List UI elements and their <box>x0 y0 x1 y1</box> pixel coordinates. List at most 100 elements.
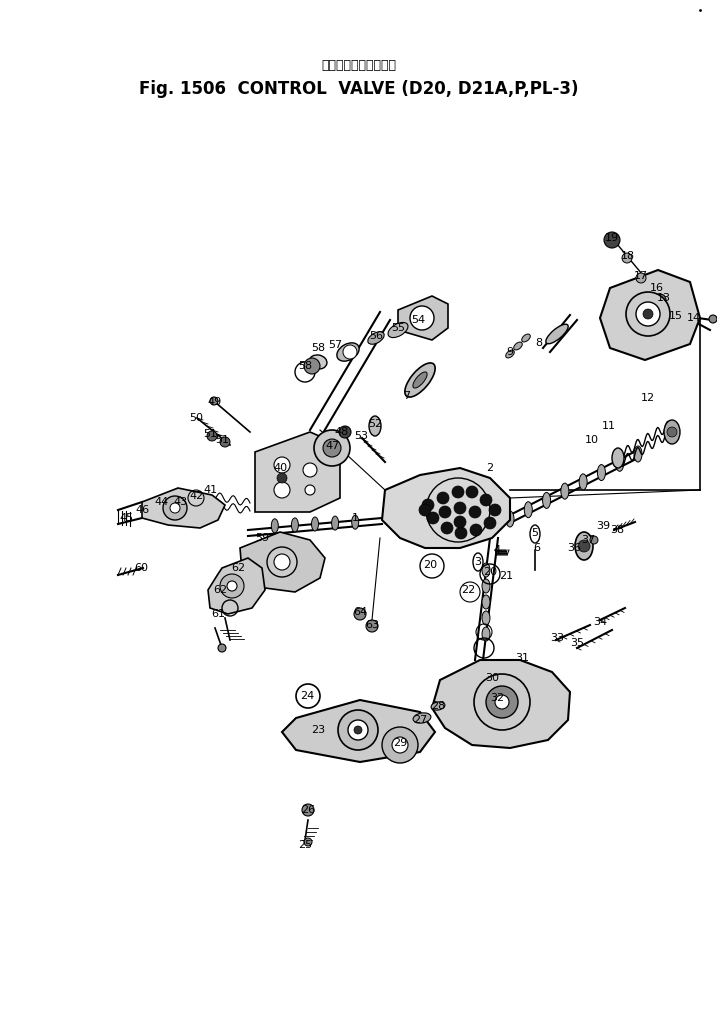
Circle shape <box>454 502 466 514</box>
Ellipse shape <box>506 511 514 527</box>
Polygon shape <box>398 296 448 340</box>
Circle shape <box>277 473 287 483</box>
Circle shape <box>474 674 530 730</box>
Text: 28: 28 <box>431 701 445 710</box>
Text: 26: 26 <box>301 805 315 815</box>
Circle shape <box>486 686 518 718</box>
Circle shape <box>304 358 320 374</box>
Text: 3: 3 <box>475 557 482 567</box>
Circle shape <box>480 494 492 506</box>
Circle shape <box>622 253 632 263</box>
Circle shape <box>274 457 290 473</box>
Ellipse shape <box>309 355 327 369</box>
Text: 40: 40 <box>273 463 287 473</box>
Polygon shape <box>255 432 340 512</box>
Text: 53: 53 <box>354 431 368 441</box>
Circle shape <box>654 294 666 306</box>
Circle shape <box>338 710 378 750</box>
Polygon shape <box>382 468 510 548</box>
Ellipse shape <box>575 532 593 560</box>
Ellipse shape <box>482 563 490 577</box>
Circle shape <box>210 397 218 405</box>
Text: 29: 29 <box>393 738 407 748</box>
Polygon shape <box>208 558 265 614</box>
Polygon shape <box>240 532 325 592</box>
Text: 44: 44 <box>155 497 169 508</box>
Circle shape <box>626 292 670 336</box>
Circle shape <box>274 554 290 570</box>
Text: 49: 49 <box>208 397 222 407</box>
Ellipse shape <box>291 518 298 532</box>
Ellipse shape <box>664 420 680 444</box>
Ellipse shape <box>388 323 408 338</box>
Ellipse shape <box>311 517 318 531</box>
Circle shape <box>274 482 290 498</box>
Circle shape <box>495 695 509 709</box>
Text: 37: 37 <box>581 535 595 545</box>
Circle shape <box>220 437 230 447</box>
Ellipse shape <box>369 416 381 436</box>
Text: 4: 4 <box>493 545 500 555</box>
Ellipse shape <box>616 456 624 471</box>
Circle shape <box>220 574 244 598</box>
Text: Fig. 1506  CONTROL  VALVE (D20, D21A,P,PL-3): Fig. 1506 CONTROL VALVE (D20, D21A,P,PL-… <box>139 80 578 98</box>
Circle shape <box>466 486 478 498</box>
Circle shape <box>489 504 501 516</box>
Ellipse shape <box>431 702 445 710</box>
Circle shape <box>354 726 362 734</box>
Circle shape <box>227 581 237 591</box>
Circle shape <box>470 524 482 536</box>
Text: 8: 8 <box>536 338 543 348</box>
Ellipse shape <box>543 492 551 509</box>
Ellipse shape <box>579 474 587 490</box>
Ellipse shape <box>271 519 278 533</box>
Text: 52: 52 <box>368 419 382 429</box>
Text: 36: 36 <box>567 543 581 553</box>
Ellipse shape <box>546 324 568 344</box>
Text: 41: 41 <box>204 485 218 495</box>
Text: 22: 22 <box>461 585 475 595</box>
Circle shape <box>454 516 466 528</box>
Text: 13: 13 <box>657 293 671 303</box>
Text: コントロール　バルブ: コントロール バルブ <box>321 60 396 72</box>
Text: 32: 32 <box>490 693 504 703</box>
Circle shape <box>441 522 453 534</box>
Circle shape <box>590 536 598 544</box>
Circle shape <box>439 506 451 518</box>
Text: 64: 64 <box>353 607 367 617</box>
Polygon shape <box>142 488 225 528</box>
Circle shape <box>207 431 217 441</box>
Text: 33: 33 <box>550 633 564 642</box>
Ellipse shape <box>513 342 522 350</box>
Text: 20: 20 <box>423 560 437 570</box>
Circle shape <box>604 232 620 248</box>
Ellipse shape <box>337 343 359 361</box>
Text: 16: 16 <box>650 283 664 293</box>
Circle shape <box>305 485 315 495</box>
Text: 43: 43 <box>174 497 188 508</box>
Text: 56: 56 <box>369 331 383 341</box>
Text: 18: 18 <box>621 251 635 261</box>
Circle shape <box>667 427 677 437</box>
Text: 60: 60 <box>134 563 148 573</box>
Circle shape <box>427 512 439 524</box>
Ellipse shape <box>634 446 642 462</box>
Circle shape <box>636 302 660 326</box>
Ellipse shape <box>413 371 427 388</box>
Text: 27: 27 <box>413 715 427 725</box>
Circle shape <box>304 838 312 845</box>
Circle shape <box>392 737 408 753</box>
Circle shape <box>382 727 418 763</box>
Ellipse shape <box>331 516 338 530</box>
Text: 24: 24 <box>300 691 314 701</box>
Circle shape <box>422 499 434 511</box>
Ellipse shape <box>522 334 531 342</box>
Text: 38: 38 <box>610 525 624 535</box>
Text: 19: 19 <box>605 233 619 243</box>
Circle shape <box>314 430 350 466</box>
Ellipse shape <box>368 332 384 344</box>
Text: 54: 54 <box>411 315 425 325</box>
Text: 14: 14 <box>687 313 701 323</box>
Text: 39: 39 <box>596 521 610 531</box>
Polygon shape <box>282 700 435 762</box>
